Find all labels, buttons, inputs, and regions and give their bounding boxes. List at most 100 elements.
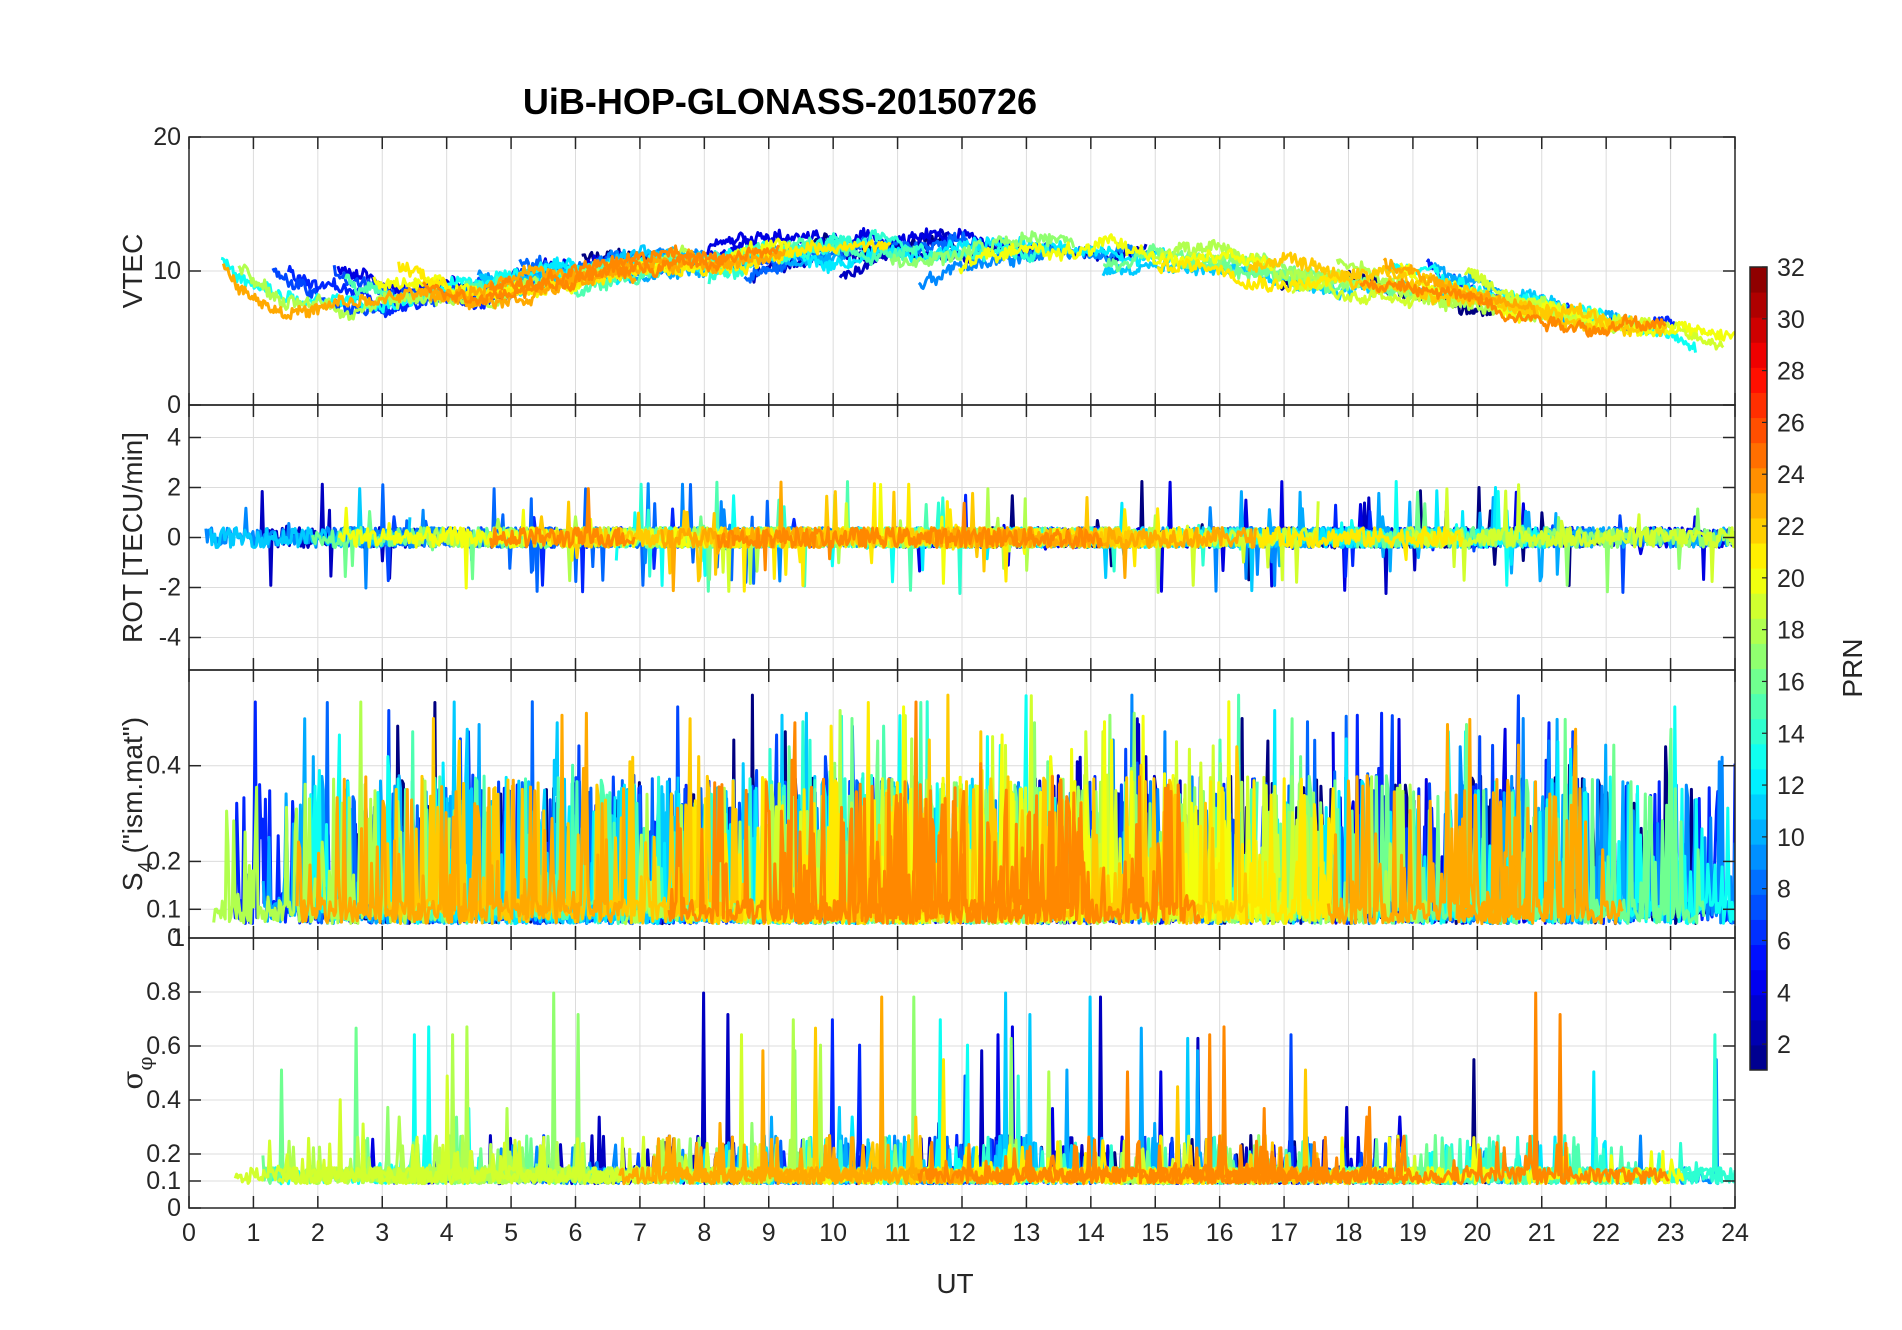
series-group [204, 480, 1735, 595]
x-tick-label: 2 [311, 1219, 325, 1247]
x-tick-label: 23 [1657, 1219, 1685, 1247]
x-tick-label: 12 [948, 1219, 976, 1247]
x-tick-label: 4 [440, 1219, 454, 1247]
series-prn-24 [421, 250, 730, 306]
colorbar-swatch [1750, 467, 1767, 494]
series-prn-19 [233, 1074, 660, 1186]
colorbar-swatch [1750, 844, 1767, 870]
x-axis-label: UT [936, 1268, 973, 1299]
y-tick-label: 20 [153, 123, 181, 151]
x-tick-label: 16 [1206, 1219, 1234, 1247]
x-tick-label: 1 [246, 1219, 260, 1247]
series-prn-16 [1263, 717, 1706, 926]
y-axis-label-s4: S4 ("ism.mat") [117, 717, 157, 891]
colorbar-swatch [1750, 793, 1767, 820]
panel-vtec [188, 136, 1736, 406]
x-tick-label: 6 [569, 1219, 583, 1247]
x-tick-label: 15 [1141, 1219, 1169, 1247]
y-axis-label-sigma: σφ [116, 1056, 157, 1089]
colorbar-swatch [1750, 1019, 1767, 1046]
colorbar-swatch [1750, 668, 1767, 695]
x-tick-label: 21 [1528, 1219, 1556, 1247]
colorbar-swatch [1750, 568, 1767, 594]
x-tick-label: 7 [633, 1219, 647, 1247]
x-tick-label: 20 [1463, 1219, 1491, 1247]
colorbar-swatch [1750, 894, 1767, 920]
series-prn-24 [716, 501, 1104, 572]
y-axis-label-vtec: VTEC [117, 234, 148, 309]
x-tick-label: 14 [1077, 1219, 1105, 1247]
plot-area [188, 136, 1736, 1209]
x-tick-label: 11 [885, 1219, 911, 1247]
y-tick-label: -4 [159, 624, 181, 652]
series-prn-21 [1156, 257, 1350, 293]
y-tick-label: 0.4 [146, 1086, 181, 1114]
colorbar-swatch [1750, 919, 1767, 946]
series-prn-12 [805, 235, 1174, 275]
colorbar-swatch [1750, 417, 1767, 444]
panel-s4 [188, 669, 1736, 939]
x-tick-label: 22 [1592, 1219, 1620, 1247]
colorbar-tick-label: 26 [1777, 409, 1805, 437]
x-tick-label: 9 [762, 1219, 776, 1247]
y-tick-label: 0.8 [146, 978, 181, 1006]
colorbar-swatch [1750, 317, 1767, 343]
panel-sigma [188, 937, 1736, 1209]
series-prn-24 [1359, 278, 1667, 338]
x-tick-label: 5 [504, 1219, 518, 1247]
chart-title: UiB-HOP-GLONASS-20150726 [523, 81, 1037, 122]
y-tick-label: 0 [167, 524, 181, 552]
colorbar-tick-label: 4 [1777, 979, 1791, 1007]
colorbar-swatch [1750, 618, 1767, 644]
colorbar-swatch [1750, 593, 1767, 619]
y-tick-label: 0.6 [146, 1032, 181, 1060]
colorbar-swatch [1750, 442, 1767, 469]
series-prn-23 [1455, 717, 1624, 925]
x-tick-label: 13 [1013, 1219, 1041, 1247]
colorbar-tick-label: 30 [1777, 306, 1805, 334]
y-axis-label-rot: ROT [TECU/min] [117, 432, 148, 643]
colorbar-swatch [1750, 267, 1767, 293]
colorbar-tick-label: 24 [1777, 461, 1805, 489]
colorbar-swatch [1750, 693, 1767, 720]
colorbar-swatch [1750, 869, 1767, 895]
colorbar-swatch [1750, 944, 1767, 971]
colorbar-swatch [1750, 994, 1767, 1021]
colorbar-tick-label: 12 [1777, 772, 1805, 800]
colorbar-swatch [1750, 819, 1767, 845]
series-prn-24 [772, 700, 1202, 926]
colorbar-swatch [1750, 492, 1767, 519]
y-tick-label-overlap: 0 [167, 924, 181, 952]
colorbar-swatch [1750, 392, 1767, 419]
colorbar-frame [1749, 266, 1768, 1071]
series-prn-14 [1468, 1033, 1724, 1186]
y-tick-label: 0 [167, 391, 181, 419]
y-tick-label: 0.1 [146, 1167, 181, 1195]
colorbar-swatch [1750, 718, 1767, 745]
series-prn-23 [295, 711, 627, 925]
y-tick-label: 0.1 [146, 895, 181, 923]
y-tick-label: 10 [153, 257, 181, 285]
x-tick-label: 10 [819, 1219, 847, 1247]
y-tick-label: -2 [159, 574, 181, 602]
colorbar-tick-label: 6 [1777, 927, 1791, 955]
colorbar-tick-label: 18 [1777, 617, 1805, 645]
colorbar-tick-label: 10 [1777, 824, 1805, 852]
series-prn-21 [1194, 777, 1336, 926]
colorbar-tick-label: 20 [1777, 565, 1805, 593]
colorbar-swatch [1750, 342, 1767, 368]
series-group [233, 991, 1735, 1186]
colorbar-tick-label: 16 [1777, 668, 1805, 696]
y-tick-label-overlap: 1 [171, 924, 185, 952]
y-tick-label: 0.4 [146, 752, 181, 780]
y-tick-label: 2 [167, 474, 181, 502]
colorbar-swatch [1750, 543, 1767, 569]
y-tick-label: 0.2 [146, 1140, 181, 1168]
series-prn-24 [489, 487, 636, 549]
colorbar-swatch [1750, 743, 1767, 770]
series-prn-17 [889, 230, 1076, 269]
x-tick-label: 17 [1270, 1219, 1298, 1247]
